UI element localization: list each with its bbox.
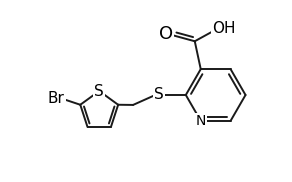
Text: S: S — [154, 88, 164, 102]
Text: N: N — [196, 114, 206, 128]
Text: O: O — [159, 25, 173, 43]
Text: Br: Br — [48, 91, 65, 106]
Text: S: S — [94, 84, 104, 98]
Text: OH: OH — [212, 21, 235, 36]
